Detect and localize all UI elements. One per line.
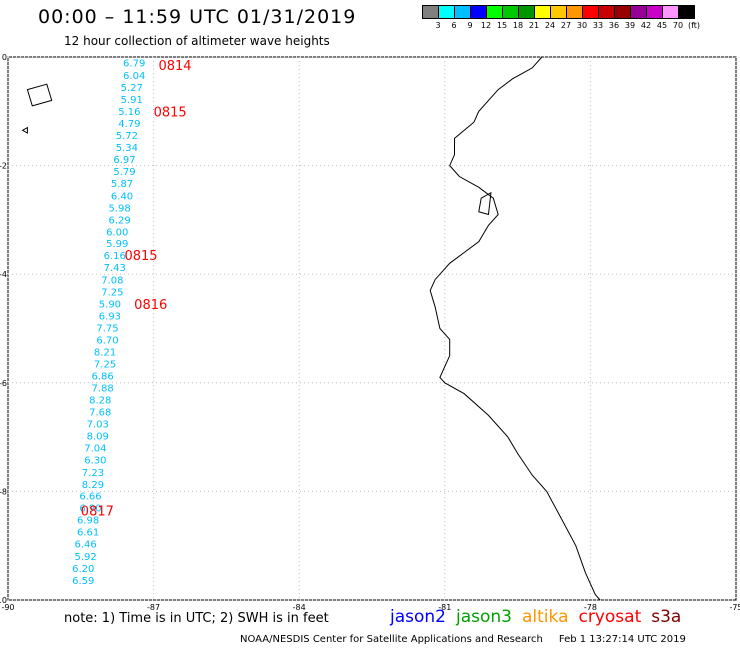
y-tick-label: -6 <box>0 379 7 388</box>
legend-label: (ft) <box>687 21 701 30</box>
wave-height-label: 7.08 <box>101 276 123 287</box>
legend-label: 21 <box>528 21 540 30</box>
legend-swatches <box>422 5 740 19</box>
wave-height-label: 5.16 <box>118 107 140 118</box>
wave-height-label: 7.25 <box>101 288 123 299</box>
wave-height-label: 6.61 <box>77 528 99 539</box>
wave-height-label: 8.29 <box>82 480 104 491</box>
wave-height-label: 6.59 <box>72 576 94 587</box>
wave-height-label: 6.66 <box>79 492 101 503</box>
satellite-label: jason2 <box>390 607 446 627</box>
wave-height-label: 7.43 <box>104 263 126 274</box>
legend-label: 3 <box>435 21 441 30</box>
satellite-label: s3a <box>651 607 682 627</box>
wave-height-label: 6.20 <box>72 564 94 575</box>
x-tick-label: -90 <box>1 603 14 612</box>
pass-time-label: 0814 <box>158 59 191 74</box>
y-tick-label: 0 <box>2 53 7 62</box>
pass-time-label: 0815 <box>154 105 187 120</box>
wave-height-label: 6.00 <box>106 227 128 238</box>
wave-height-label: 5.90 <box>99 300 121 311</box>
legend-label: 24 <box>544 21 556 30</box>
footnote: note: 1) Time is in UTC; 2) SWH is in fe… <box>64 611 329 626</box>
credit-text: NOAA/NESDIS Center for Satellite Applica… <box>240 634 543 645</box>
wave-height-label: 6.90 <box>79 504 101 515</box>
wave-height-label: 5.79 <box>113 167 135 178</box>
legend-label: 30 <box>576 21 588 30</box>
wave-height-label: 7.68 <box>89 408 111 419</box>
x-tick-label: -81 <box>438 603 451 612</box>
wave-height-label: 5.27 <box>121 83 143 94</box>
legend-label: 15 <box>496 21 508 30</box>
wave-height-label: 6.30 <box>84 455 106 466</box>
wave-height-label: 7.25 <box>94 359 116 370</box>
legend-label: 70 <box>672 21 684 30</box>
wave-height-label: 7.04 <box>84 443 106 454</box>
pass-time-label: 0816 <box>134 298 167 313</box>
generation-timestamp: Feb 1 13:27:14 UTC 2019 <box>558 634 686 645</box>
satellite-label: altika <box>522 607 569 627</box>
y-tick-label: -8 <box>0 487 7 496</box>
credit-line: NOAA/NESDIS Center for Satellite Applica… <box>240 634 686 645</box>
wave-height-label: 6.16 <box>104 251 126 262</box>
legend-label: 12 <box>480 21 492 30</box>
wave-height-label: 7.23 <box>82 468 104 479</box>
wave-height-label: 8.21 <box>94 347 116 358</box>
legend-label: 9 <box>467 21 473 30</box>
legend-label: 18 <box>512 21 524 30</box>
wave-height-label: 6.46 <box>75 540 97 551</box>
pass-time-label: 0817 <box>81 504 114 519</box>
legend-label: 33 <box>592 21 604 30</box>
wave-height-label: 5.91 <box>121 95 143 106</box>
y-tick-label: -4 <box>0 270 7 279</box>
wave-height-label: 5.72 <box>116 131 138 142</box>
wave-height-label: 6.86 <box>92 372 114 383</box>
puna-island <box>478 191 492 216</box>
wave-height-label: 6.79 <box>123 58 145 69</box>
wave-height-label: 5.98 <box>108 203 130 214</box>
legend-swatch <box>678 5 695 19</box>
wave-height-label: 6.93 <box>99 311 121 322</box>
wave-height-label: 7.75 <box>96 323 118 334</box>
y-tick-label: -10 <box>0 596 7 605</box>
legend-labels: 3 6 9 12 15 18 21 24 27 30 33 36 39 42 45 70 (ft) <box>422 21 740 33</box>
wave-height-label: 5.92 <box>75 552 97 563</box>
legend-label: 42 <box>640 21 652 30</box>
wave-height-label: 6.04 <box>123 71 145 82</box>
x-tick-label: -84 <box>293 603 306 612</box>
legend-label: 39 <box>624 21 636 30</box>
legend-label: 27 <box>560 21 572 30</box>
x-tick-label: -87 <box>147 603 160 612</box>
x-tick-label: -78 <box>584 603 597 612</box>
wave-height-label: 8.28 <box>89 396 111 407</box>
y-tick-label: -2 <box>0 162 7 171</box>
wave-height-label: 5.99 <box>106 239 128 250</box>
wave-height-label: 8.09 <box>87 431 109 442</box>
coastline <box>429 56 601 601</box>
wave-height-label: 6.97 <box>113 155 135 166</box>
satellite-label: jason3 <box>456 607 512 627</box>
legend-label: 6 <box>451 21 457 30</box>
x-tick-label: -75 <box>729 603 740 612</box>
galapagos-island <box>26 83 53 107</box>
wave-height-label: 6.29 <box>108 215 130 226</box>
map-subtitle: 12 hour collection of altimeter wave hei… <box>64 34 330 48</box>
satellite-label: cryosat <box>578 607 642 627</box>
wave-height-label: 4.79 <box>118 119 140 130</box>
pass-time-label: 0815 <box>124 249 157 264</box>
wave-height-label: 6.40 <box>111 191 133 202</box>
wave-height-label: 5.87 <box>111 179 133 190</box>
legend-label: 45 <box>656 21 668 30</box>
wave-height-label: 5.34 <box>116 143 138 154</box>
wave-height-label: 7.88 <box>92 384 114 395</box>
map-title: 00:00 – 11:59 UTC 01/31/2019 <box>38 6 357 28</box>
wave-height-label: 7.03 <box>87 420 109 431</box>
color-legend: 3 6 9 12 15 18 21 24 27 30 33 36 39 42 45 70 (ft) <box>422 5 740 33</box>
galapagos-island <box>21 126 28 134</box>
wave-height-label: 6.70 <box>96 335 118 346</box>
satellite-legend: jason2 jason3 altika cryosat s3a <box>390 607 691 627</box>
wave-height-label: 6.98 <box>77 516 99 527</box>
legend-label: 36 <box>608 21 620 30</box>
